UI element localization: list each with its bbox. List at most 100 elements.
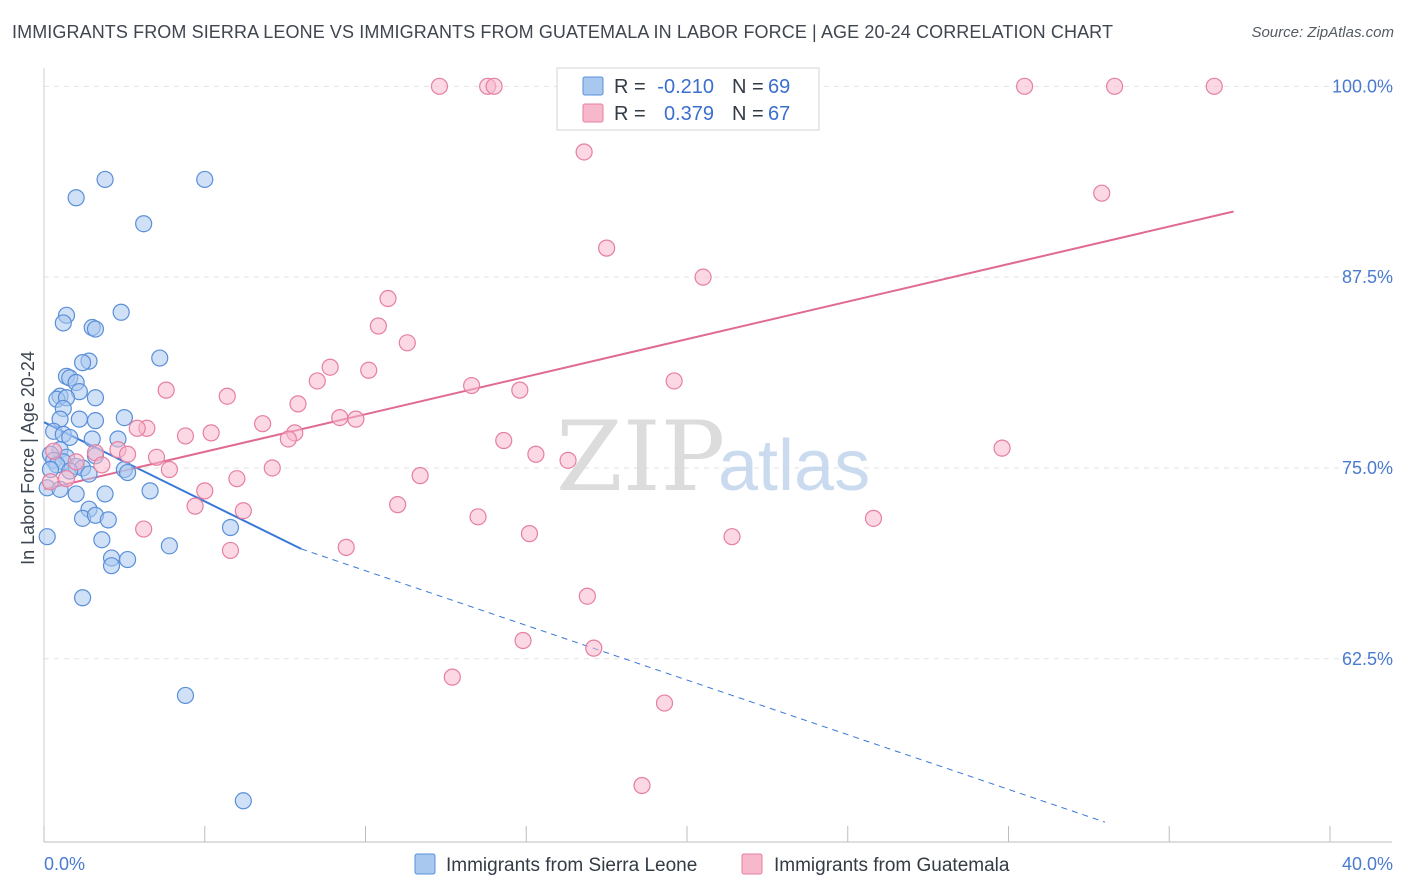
sierra-leone-point-61 [176,686,195,705]
guatemala-point-62 [585,639,603,657]
guatemala-point-40 [45,442,63,460]
guatemala-point-61 [514,631,532,650]
y-tick-label-0: 100.0% [1332,76,1393,96]
stats-n-label-b: N = [732,103,764,125]
bottom-legend: Immigrants from Sierra Leone Immigrants … [414,853,1010,876]
legend-swatch-sierra-leone [414,853,436,875]
stats-legend: R = -0.210 N = 69 R = 0.379 N = 67 [556,67,820,131]
guatemala-point-16 [308,372,326,390]
sierra-leone-point-46 [67,485,85,503]
x-tick-label-0: 0.0% [44,854,85,874]
guatemala-point-17 [462,376,481,395]
guatemala-point-53 [469,508,487,526]
guatemala-point-50 [186,497,204,515]
guatemala-point-23 [331,408,349,427]
sierra-leone-point-59 [102,557,121,575]
guatemala-point-22 [289,395,307,413]
guatemala-point-19 [665,372,683,390]
guatemala-point-47 [57,470,76,488]
stats-n-label-a: N = [732,76,764,98]
guatemala-point-27 [128,419,146,437]
guatemala-point-12 [369,317,387,335]
guatemala-point-11 [379,289,397,308]
sierra-leone-point-52 [99,511,117,529]
stats-swatch-guatemala [582,103,604,123]
x-tick-marks [43,826,1331,842]
sierra-leone-point-24 [115,408,133,427]
sierra-leone-point-3 [135,215,153,233]
guatemala-point-29 [202,424,220,442]
source-label: Source: ZipAtlas.com [1251,24,1394,41]
guatemala-point-6 [1205,77,1223,95]
chart-title: IMMIGRANTS FROM SIERRA LEONE VS IMMIGRAN… [12,22,1114,42]
x-tick-labels: 0.0% 40.0% [44,854,1393,874]
guatemala-point-36 [118,445,137,463]
trend-line-sierra-leone [43,421,302,550]
sierra-leone-point-56 [160,537,178,555]
stats-r-label-b: R = [614,103,646,125]
guatemala-point-41 [67,453,85,471]
guatemala-point-42 [93,456,111,474]
guatemala-point-60 [578,587,596,605]
stats-r-value-b: 0.379 [664,103,714,125]
watermark-zip: ZIP [556,401,725,513]
guatemala-point-63 [443,668,461,686]
x-tick-label-1: 40.0% [1342,854,1393,874]
guatemala-point-21 [218,387,236,405]
sierra-leone-point-53 [38,528,56,546]
guatemala-point-56 [520,525,539,543]
sierra-leone-point-55 [221,518,240,537]
gridlines [44,85,1392,660]
sierra-leone-point-58 [118,550,137,569]
guatemala-point-0 [430,77,449,95]
guatemala-point-58 [337,538,355,556]
sierra-leone-point-27 [61,428,79,447]
legend-label-sierra-leone: Immigrants from Sierra Leone [446,855,697,876]
sierra-leone-point-41 [80,465,98,483]
guatemala-point-64 [655,694,674,712]
sierra-leone-point-22 [70,410,88,428]
sierra-leone-point-0 [96,170,114,189]
guatemala-point-28 [176,427,195,445]
sierra-leone-point-43 [118,463,137,482]
guatemala-point-38 [559,451,577,469]
guatemala-point-32 [495,431,513,450]
guatemala-point-18 [511,381,529,399]
guatemala-point-46 [411,467,429,485]
guatemala-point-55 [135,520,153,538]
trend-lines [43,210,1234,823]
legend-swatch-guatemala [741,853,763,875]
guatemala-point-25 [254,415,272,433]
guatemala-point-52 [389,496,407,514]
y-tick-label-2: 75.0% [1342,458,1393,478]
guatemala-point-24 [347,410,365,428]
guatemala-point-4 [1015,77,1034,95]
sierra-leone-point-47 [96,485,114,503]
guatemala-point-14 [321,358,339,376]
stats-swatch-sierra-leone [582,76,604,96]
sierra-leone-point-5 [112,303,130,321]
sierra-leone-point-8 [86,320,105,338]
guatemala-point-48 [41,473,60,491]
stats-r-value-a: -0.210 [657,76,714,98]
sierra-leone-point-62 [234,792,252,810]
sierra-leone-point-54 [93,531,111,549]
guatemala-point-59 [221,541,240,560]
watermark-atlas: atlas [718,426,870,506]
guatemala-point-57 [723,528,741,546]
y-tick-label-3: 62.5% [1342,649,1393,669]
legend-label-guatemala: Immigrants from Guatemala [774,855,1010,876]
guatemala-point-65 [633,776,651,795]
stats-r-label-a: R = [614,76,646,98]
guatemala-point-9 [598,239,616,257]
sierra-leone-point-60 [73,589,92,607]
trend-line-sierra-leone-extension [301,548,1106,823]
watermark: ZIP atlas [556,401,870,513]
guatemala-point-10 [694,268,712,286]
guatemala-point-37 [527,445,545,463]
guatemala-point-2 [485,77,503,95]
sierra-leone-point-23 [86,412,105,430]
sierra-leone-point-2 [67,189,85,207]
series-sierra-leone-points [38,170,252,810]
guatemala-point-44 [160,460,178,479]
